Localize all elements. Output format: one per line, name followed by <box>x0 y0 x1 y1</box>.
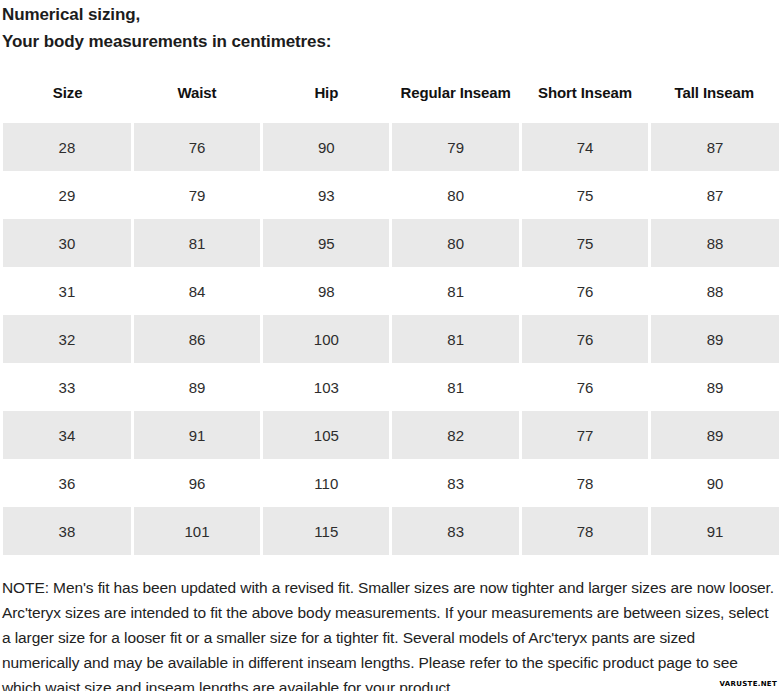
table-cell: 80 <box>391 219 520 267</box>
table-row: 318498817688 <box>3 267 779 315</box>
table-cell: 87 <box>650 123 779 171</box>
table-cell: 93 <box>262 171 391 219</box>
table-cell: 89 <box>650 411 779 459</box>
table-cell: 31 <box>3 267 132 315</box>
table-row: 3491105827789 <box>3 411 779 459</box>
table-row: 287690797487 <box>3 123 779 171</box>
table-cell: 74 <box>520 123 649 171</box>
table-cell: 89 <box>650 315 779 363</box>
table-cell: 28 <box>3 123 132 171</box>
table-cell: 81 <box>132 219 261 267</box>
table-cell: 88 <box>650 219 779 267</box>
table-cell: 76 <box>520 363 649 411</box>
table-cell: 84 <box>132 267 261 315</box>
table-cell: 30 <box>3 219 132 267</box>
page-title: Numerical sizing, Your body measurements… <box>1 0 780 55</box>
size-chart-page: Numerical sizing, Your body measurements… <box>0 0 781 691</box>
table-row: 297993807587 <box>3 171 779 219</box>
table-cell: 75 <box>520 219 649 267</box>
table-cell: 76 <box>520 315 649 363</box>
note-text: NOTE: Men's fit has been updated with a … <box>1 575 774 691</box>
table-cell: 29 <box>3 171 132 219</box>
table-cell: 95 <box>262 219 391 267</box>
table-cell: 81 <box>391 267 520 315</box>
table-cell: 32 <box>3 315 132 363</box>
table-cell: 101 <box>132 507 261 555</box>
table-cell: 38 <box>3 507 132 555</box>
column-header: Regular Inseam <box>391 77 520 123</box>
table-cell: 90 <box>262 123 391 171</box>
table-cell: 76 <box>520 267 649 315</box>
table-cell: 78 <box>520 507 649 555</box>
table-cell: 100 <box>262 315 391 363</box>
table-cell: 81 <box>391 315 520 363</box>
table-cell: 82 <box>391 411 520 459</box>
table-cell: 103 <box>262 363 391 411</box>
title-line-1: Numerical sizing, <box>2 1 780 28</box>
table-cell: 105 <box>262 411 391 459</box>
table-cell: 33 <box>3 363 132 411</box>
column-header: Size <box>3 77 132 123</box>
column-header: Tall Inseam <box>650 77 779 123</box>
size-chart-table: SizeWaistHipRegular InseamShort InseamTa… <box>3 77 779 555</box>
title-line-2: Your body measurements in centimetres: <box>2 28 780 55</box>
table-cell: 83 <box>391 507 520 555</box>
table-body: 2876907974872979938075873081958075883184… <box>3 123 779 555</box>
table-cell: 80 <box>391 171 520 219</box>
table-cell: 110 <box>262 459 391 507</box>
table-header-row: SizeWaistHipRegular InseamShort InseamTa… <box>3 77 779 123</box>
table-cell: 115 <box>262 507 391 555</box>
table-row: 3286100817689 <box>3 315 779 363</box>
watermark-varuste-net: VARUSTE.NET <box>720 680 777 688</box>
table-cell: 78 <box>520 459 649 507</box>
table-cell: 91 <box>132 411 261 459</box>
column-header: Short Inseam <box>520 77 649 123</box>
table-cell: 96 <box>132 459 261 507</box>
table-cell: 76 <box>132 123 261 171</box>
table-cell: 89 <box>650 363 779 411</box>
table-cell: 75 <box>520 171 649 219</box>
table-cell: 86 <box>132 315 261 363</box>
table-cell: 88 <box>650 267 779 315</box>
table-cell: 36 <box>3 459 132 507</box>
column-header: Waist <box>132 77 261 123</box>
table-row: 308195807588 <box>3 219 779 267</box>
table-cell: 77 <box>520 411 649 459</box>
table-cell: 98 <box>262 267 391 315</box>
table-row: 3389103817689 <box>3 363 779 411</box>
table-row: 38101115837891 <box>3 507 779 555</box>
table-header: SizeWaistHipRegular InseamShort InseamTa… <box>3 77 779 123</box>
table-cell: 83 <box>391 459 520 507</box>
table-cell: 81 <box>391 363 520 411</box>
table-cell: 91 <box>650 507 779 555</box>
table-cell: 89 <box>132 363 261 411</box>
table-row: 3696110837890 <box>3 459 779 507</box>
table-cell: 87 <box>650 171 779 219</box>
table-cell: 90 <box>650 459 779 507</box>
table-cell: 34 <box>3 411 132 459</box>
table-cell: 79 <box>132 171 261 219</box>
column-header: Hip <box>262 77 391 123</box>
table-cell: 79 <box>391 123 520 171</box>
